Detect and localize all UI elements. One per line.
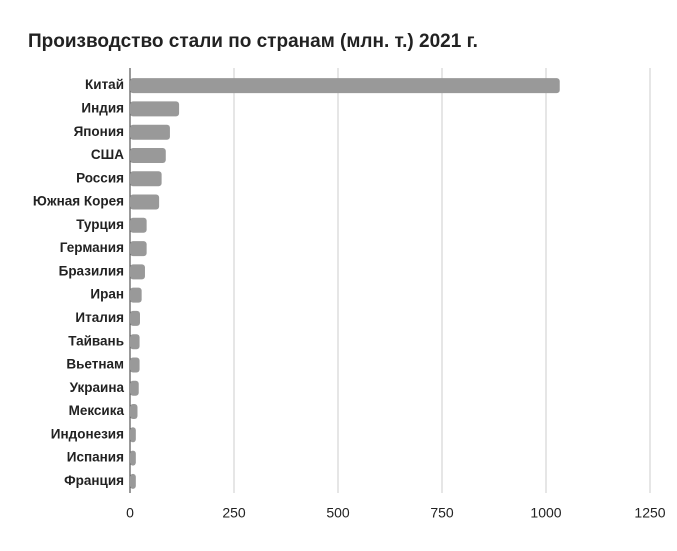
y-tick-label: Испания xyxy=(67,450,124,465)
bar xyxy=(130,357,140,373)
bar xyxy=(130,287,142,303)
x-tick-label: 1000 xyxy=(530,505,561,521)
bar xyxy=(130,473,136,489)
y-tick-label: Германия xyxy=(60,240,124,255)
bar xyxy=(130,334,140,350)
bar xyxy=(130,147,166,163)
bar xyxy=(130,310,140,326)
bar xyxy=(130,427,136,443)
y-tick-label: Мексика xyxy=(69,403,125,418)
chart-title: Производство стали по странам (млн. т.) … xyxy=(28,31,478,52)
y-tick-label: Китай xyxy=(85,77,124,92)
x-tick-label: 750 xyxy=(430,505,454,521)
y-tick-label: Иран xyxy=(90,287,124,302)
bar xyxy=(130,171,162,187)
bar xyxy=(130,217,147,233)
x-tick-label: 1250 xyxy=(634,505,665,521)
bar xyxy=(130,124,170,140)
y-tick-label: Франция xyxy=(64,473,124,488)
y-tick-label: Индия xyxy=(81,100,124,115)
x-tick-label: 500 xyxy=(326,505,350,521)
bar xyxy=(130,241,147,257)
bar xyxy=(130,450,136,466)
y-tick-label: Бразилия xyxy=(59,263,124,278)
y-tick-label: Тайвань xyxy=(68,333,124,348)
y-tick-label: Япония xyxy=(74,124,124,139)
bar xyxy=(130,380,139,396)
bar xyxy=(130,264,145,280)
y-tick-label: Южная Корея xyxy=(33,194,124,209)
y-tick-label: Турция xyxy=(76,217,124,232)
y-tick-label: Вьетнам xyxy=(66,357,124,372)
y-tick-label: США xyxy=(91,147,124,162)
bar xyxy=(130,101,180,117)
y-tick-label: Индонезия xyxy=(51,426,124,441)
y-tick-label: Украина xyxy=(70,380,125,395)
bar xyxy=(130,78,560,94)
x-tick-label: 0 xyxy=(126,505,134,521)
y-tick-label: Россия xyxy=(76,170,124,185)
bar xyxy=(130,194,160,210)
x-tick-label: 250 xyxy=(222,505,246,521)
bar xyxy=(130,404,138,420)
y-tick-label: Италия xyxy=(75,310,124,325)
